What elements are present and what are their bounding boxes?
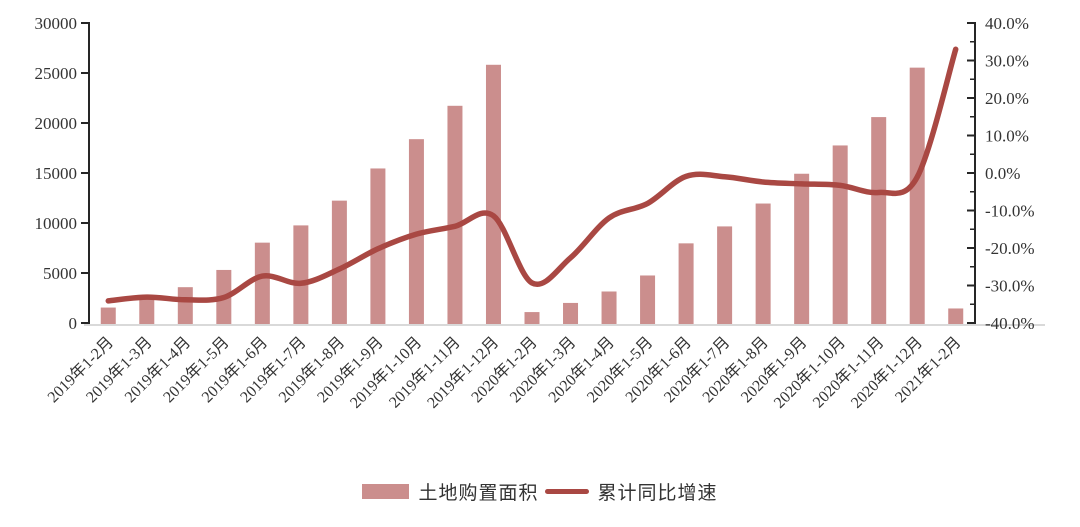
bar-2020年1-10月	[832, 145, 848, 324]
right-axis-tick-label: 30.0%	[985, 52, 1029, 71]
left-axis-tick-label: 20000	[35, 114, 78, 133]
bar-2020年1-11月	[871, 117, 887, 324]
left-axis-tick-label: 15000	[35, 164, 78, 183]
bar-2019年1-12月	[485, 64, 501, 324]
bar-2019年1-7月	[293, 225, 309, 324]
bar-2020年1-5月	[640, 275, 656, 324]
bar-2019年1-11月	[447, 105, 463, 324]
bar-2020年1-12月	[909, 67, 925, 324]
right-axis-tick-label: -10.0%	[985, 202, 1035, 221]
bar-2019年1-6月	[254, 242, 270, 324]
bar-2019年1-4月	[177, 287, 193, 324]
right-axis-tick-label: -20.0%	[985, 239, 1035, 258]
bar-series-land-area	[100, 64, 964, 324]
left-axis-tick-label: 25000	[35, 64, 78, 83]
left-axis-tick-label: 10000	[35, 214, 78, 233]
bar-2019年1-2月	[100, 307, 116, 324]
legend-item-yoy-growth: 累计同比增速	[544, 478, 718, 505]
chart-legend: 土地购置面积 累计同比增速	[0, 463, 1080, 519]
x-axis-labels: 2019年1-2月2019年1-3月2019年1-4月2019年1-5月2019…	[44, 333, 965, 412]
right-axis-tick-label: 20.0%	[985, 89, 1029, 108]
legend-item-land-area: 土地购置面积	[362, 478, 538, 505]
bar-2020年1-4月	[601, 291, 617, 324]
right-axis-tick-label: 10.0%	[985, 127, 1029, 146]
right-axis-tick-label: -40.0%	[985, 314, 1035, 333]
bar-2020年1-8月	[755, 203, 771, 324]
land-purchase-combo-chart: 0 5000 10000 15000 20000 25000 30000 -40.0% -30.…	[35, 14, 1045, 412]
bar-2020年1-3月	[563, 302, 579, 324]
bar-series-label: 土地购置面积	[418, 482, 539, 504]
line-series-yoy-growth	[105, 46, 959, 304]
bar-2020年1-7月	[717, 226, 733, 324]
right-axis-tick-label: -30.0%	[985, 277, 1035, 296]
right-axis-tick-label: 40.0%	[985, 14, 1029, 33]
bar-series-swatch	[362, 483, 410, 499]
bar-2020年1-9月	[794, 173, 810, 324]
line-series-label: 累计同比增速	[597, 482, 718, 504]
left-axis-tick-label: 5000	[43, 264, 77, 283]
left-axis-tick-label: 0	[69, 314, 78, 333]
bar-2019年1-8月	[331, 200, 347, 324]
bar-2020年1-2月	[524, 312, 540, 324]
bar-2019年1-3月	[139, 297, 155, 324]
bar-2021年1-2月	[948, 308, 964, 324]
line-series-swatch	[544, 488, 589, 494]
left-axis	[81, 22, 90, 324]
left-axis-tick-label: 30000	[35, 14, 78, 33]
bar-2020年1-6月	[678, 243, 694, 324]
right-axis-tick-label: 0.0%	[985, 164, 1020, 183]
right-axis	[967, 22, 976, 324]
